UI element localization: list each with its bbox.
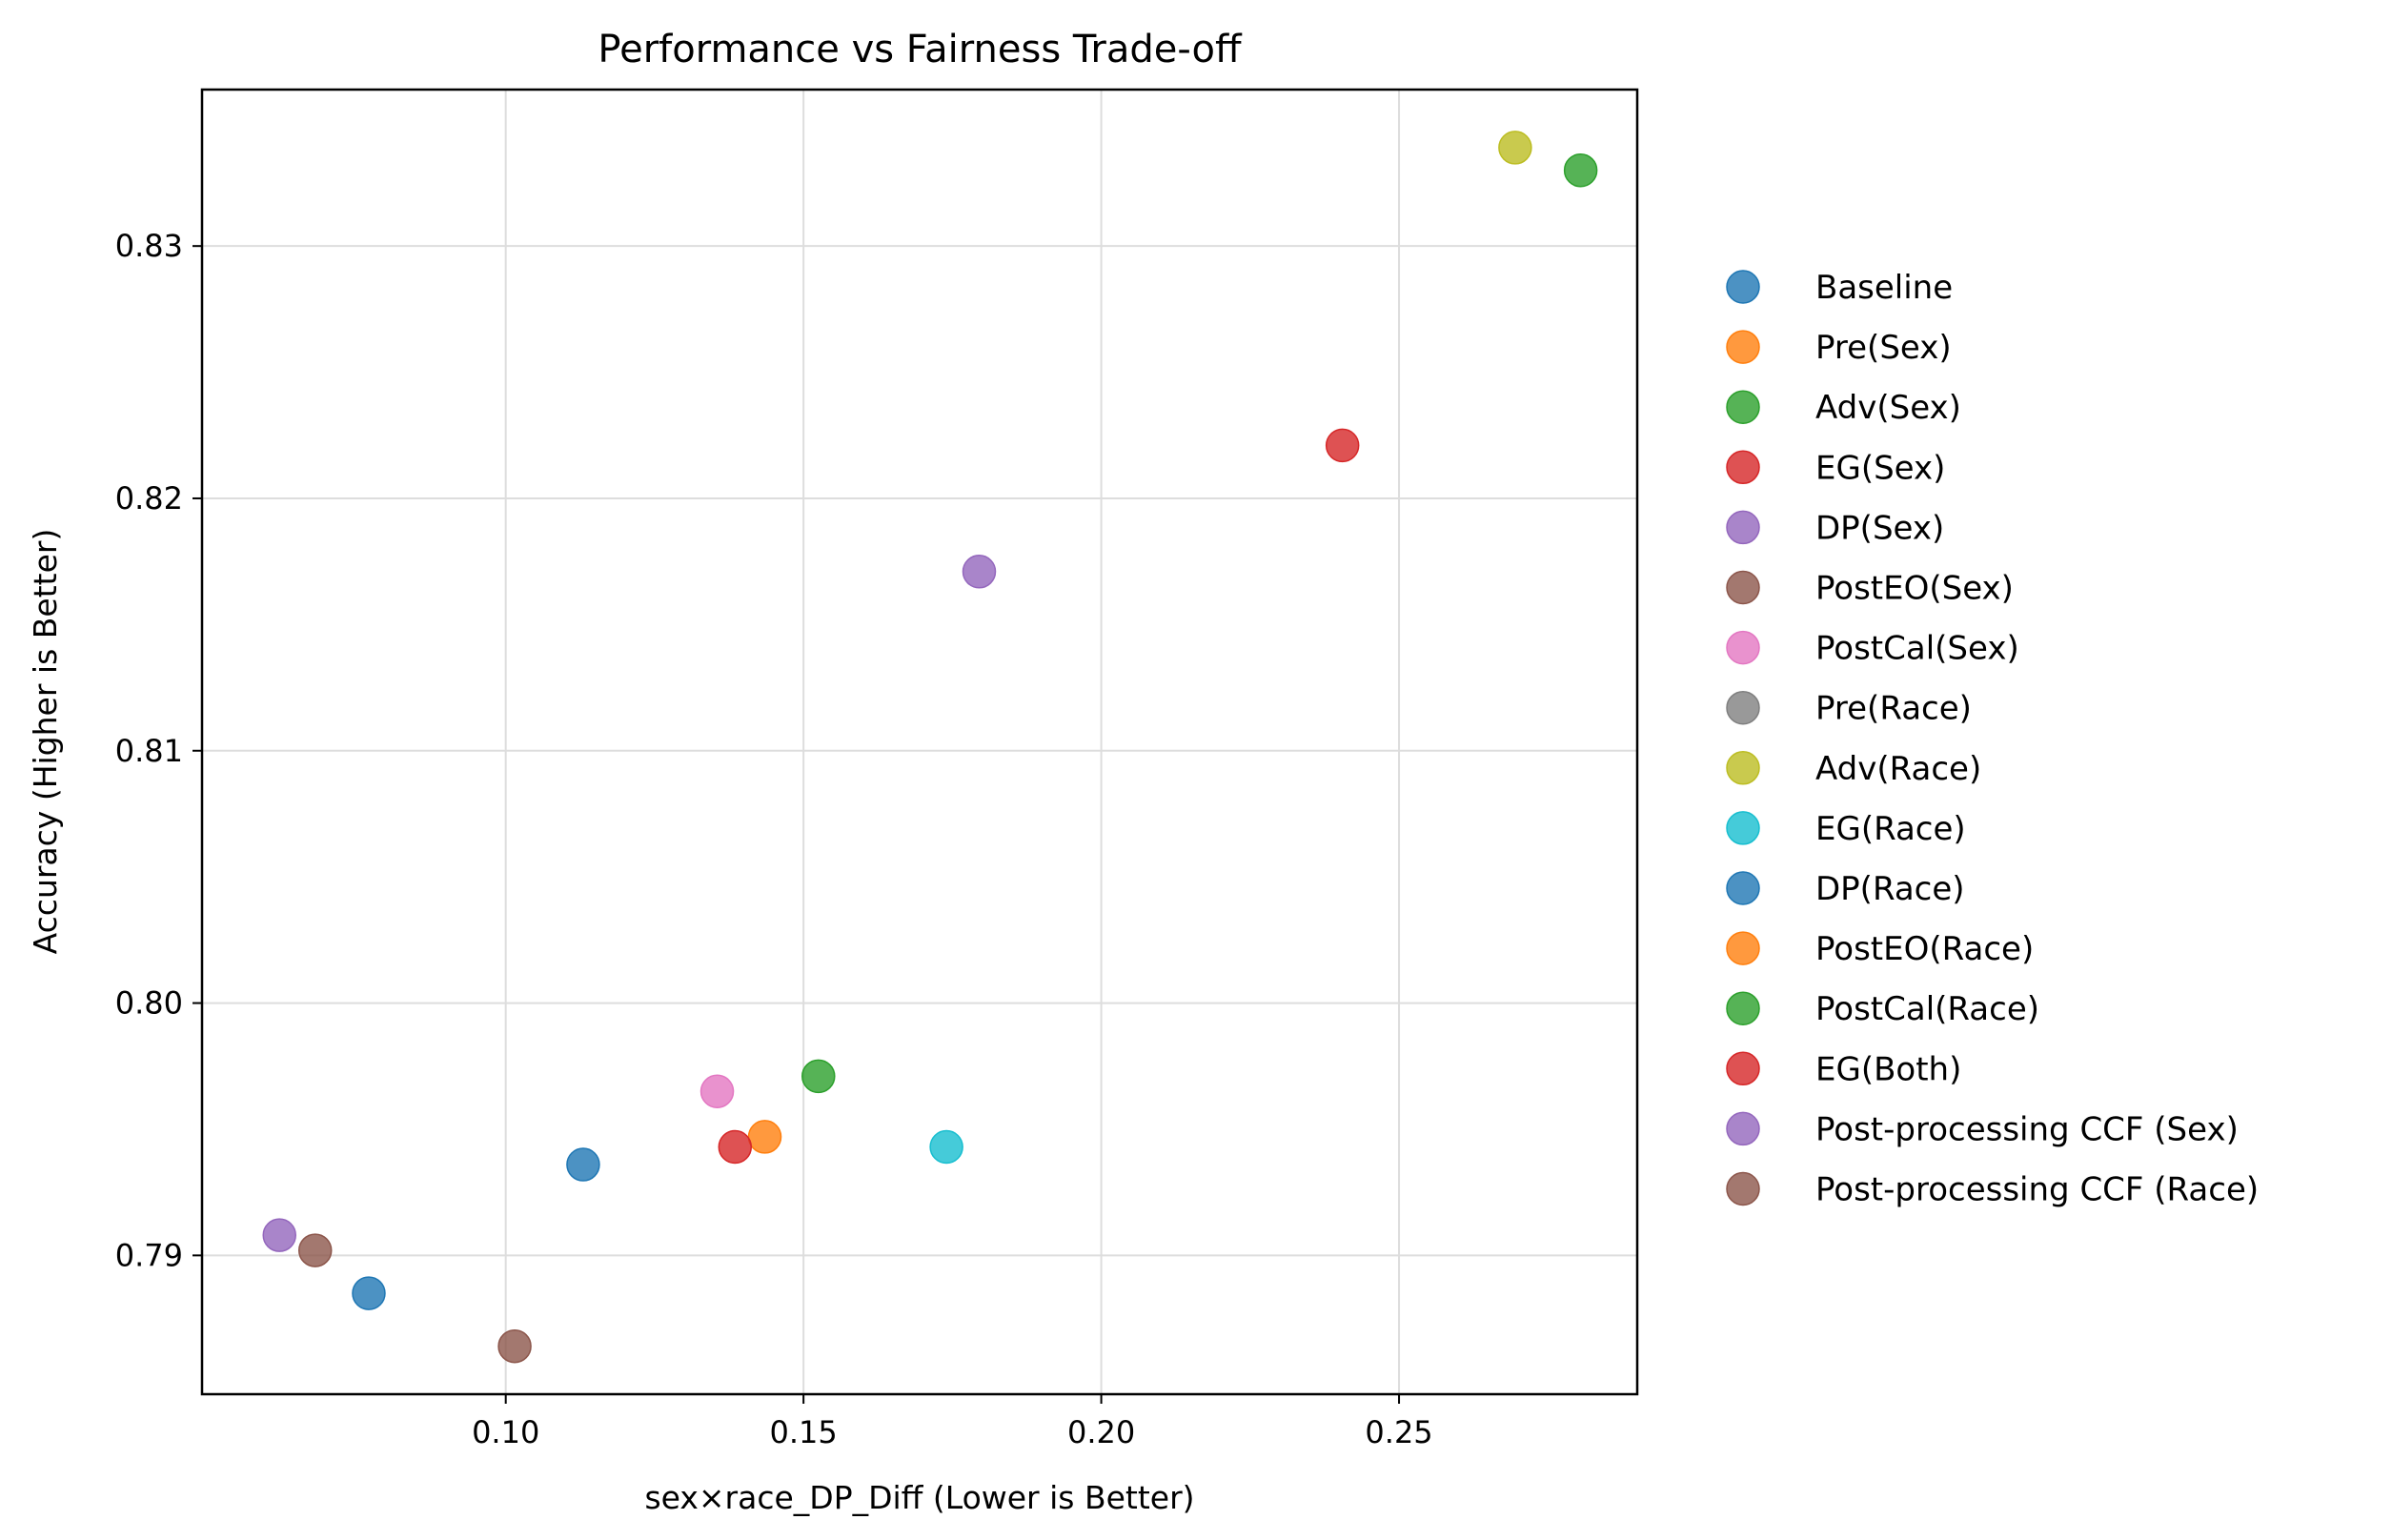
y-tick-label: 0.82 xyxy=(115,480,183,517)
legend-marker xyxy=(1726,450,1760,485)
x-tick-label: 0.25 xyxy=(1365,1414,1432,1450)
legend-marker xyxy=(1726,1111,1760,1146)
legend-label: PostCal(Sex) xyxy=(1815,630,2019,668)
legend-marker xyxy=(1726,630,1760,665)
y-tick-label: 0.81 xyxy=(115,733,183,769)
y-tick-label: 0.80 xyxy=(115,985,183,1022)
legend-marker xyxy=(1726,1051,1760,1086)
plot-area-frame xyxy=(200,88,1639,1396)
legend-label: Pre(Sex) xyxy=(1815,329,1952,367)
legend-marker xyxy=(1726,751,1760,785)
legend-label: Baseline xyxy=(1815,269,1953,307)
data-point xyxy=(718,1129,753,1165)
data-point xyxy=(747,1120,782,1154)
data-point xyxy=(297,1233,333,1267)
legend-label: EG(Sex) xyxy=(1815,449,1945,487)
grid-lines xyxy=(202,90,1637,1394)
data-point xyxy=(699,1074,735,1108)
data-point xyxy=(1498,131,1532,165)
data-point xyxy=(566,1147,600,1182)
y-tick-label: 0.83 xyxy=(115,228,183,264)
x-axis-label: sex×race_DP_Diff (Lower is Better) xyxy=(644,1479,1194,1516)
legend-marker xyxy=(1726,871,1760,905)
data-point xyxy=(801,1059,836,1094)
data-points xyxy=(262,131,1598,1364)
legend-label: PostCal(Race) xyxy=(1815,990,2039,1028)
axis-ticks: 0.10 0.15 0.20 0.25 0.79 0.80 0.81 0.82 0.83 xyxy=(115,228,1433,1450)
data-point xyxy=(497,1328,532,1364)
legend-label: Post-processing CCF (Race) xyxy=(1815,1171,2259,1209)
legend-marker xyxy=(1726,270,1760,304)
data-point xyxy=(262,1218,296,1252)
legend-label: Adv(Sex) xyxy=(1815,389,1961,427)
legend: Baseline Pre(Sex) Adv(Sex) EG(Sex) DP(Sex) Po… xyxy=(1726,269,2259,1209)
data-point xyxy=(352,1276,386,1310)
y-tick-label: 0.79 xyxy=(115,1237,183,1273)
legend-marker xyxy=(1726,931,1760,965)
legend-label: Adv(Race) xyxy=(1815,750,1981,788)
x-tick-label: 0.10 xyxy=(472,1414,539,1450)
legend-label: Pre(Race) xyxy=(1815,690,1972,728)
x-tick-label: 0.15 xyxy=(770,1414,838,1450)
legend-marker xyxy=(1726,330,1760,364)
legend-label: DP(Race) xyxy=(1815,870,1965,908)
y-axis-label: Accuracy (Higher is Better) xyxy=(27,529,64,955)
data-point xyxy=(962,555,997,589)
legend-marker xyxy=(1726,811,1760,845)
legend-marker xyxy=(1726,570,1760,605)
legend-marker xyxy=(1726,690,1760,725)
legend-label: DP(Sex) xyxy=(1815,509,1944,547)
legend-marker xyxy=(1726,1171,1760,1206)
legend-label: Post-processing CCF (Sex) xyxy=(1815,1110,2239,1148)
legend-marker xyxy=(1726,991,1760,1025)
x-tick-label: 0.20 xyxy=(1067,1414,1135,1450)
data-point xyxy=(929,1129,963,1165)
chart-title: Performance vs Fairness Trade-off xyxy=(598,28,1243,71)
legend-label: EG(Race) xyxy=(1815,810,1966,848)
legend-label: PostEO(Sex) xyxy=(1815,570,2014,608)
legend-marker xyxy=(1726,390,1760,424)
legend-marker xyxy=(1726,510,1760,545)
data-point xyxy=(1563,152,1598,188)
legend-label: EG(Both) xyxy=(1815,1050,1961,1088)
legend-label: PostEO(Race) xyxy=(1815,930,2034,968)
data-point xyxy=(1325,428,1360,463)
